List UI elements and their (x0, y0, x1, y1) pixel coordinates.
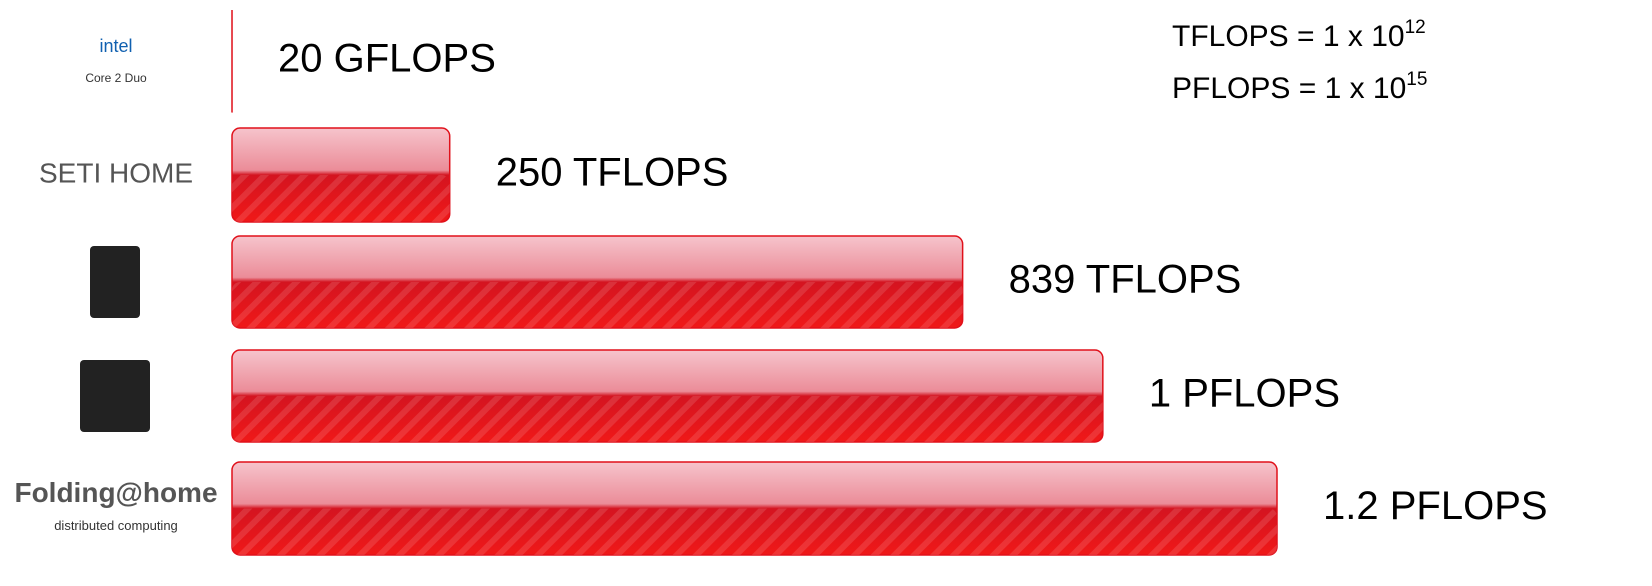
value-label: 250 TFLOPS (496, 151, 729, 195)
value-label: 839 TFLOPS (1009, 258, 1242, 302)
bar-stripes (232, 509, 1277, 556)
bar-stripes (232, 396, 1103, 442)
category-icon (90, 246, 140, 318)
category-label: Folding@home (14, 477, 217, 508)
bar-stripes (232, 175, 450, 222)
value-label: 1 PFLOPS (1149, 372, 1340, 416)
category-icon (80, 360, 150, 432)
bar-stripes (232, 282, 963, 328)
category-sublabel: Core 2 Duo (85, 71, 147, 85)
category-label: intel (99, 36, 132, 56)
chart: TFLOPS = 1 x 1012 PFLOPS = 1 x 1015 inte… (0, 0, 1652, 586)
annotation: PFLOPS = 1 x 1015 (1172, 69, 1427, 105)
annotation: TFLOPS = 1 x 1012 (1172, 17, 1426, 53)
category-sublabel: distributed computing (54, 518, 178, 533)
category-label: SETI HOME (39, 157, 193, 188)
value-label: 20 GFLOPS (278, 37, 496, 81)
value-label: 1.2 PFLOPS (1323, 484, 1548, 528)
